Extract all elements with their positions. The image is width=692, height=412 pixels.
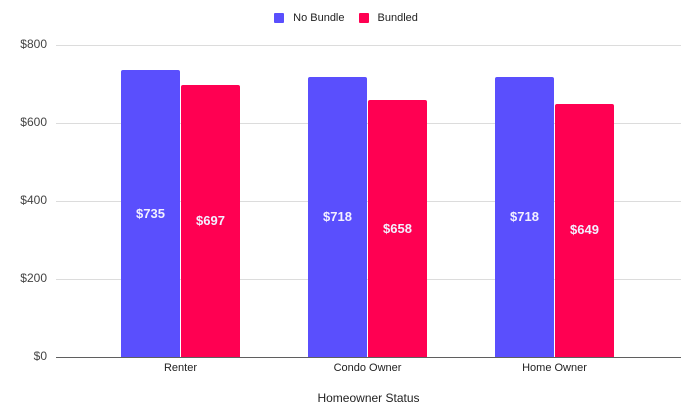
x-axis-title: Homeowner Status [317,391,420,405]
bar-value-label: $718 [510,208,539,224]
bar-bundled-home-owner[interactable]: $649 [555,103,614,357]
x-tick-label: Home Owner [522,362,587,374]
chart-legend: No Bundle Bundled [0,10,692,26]
x-tick-label: Condo Owner [333,362,402,374]
bar-value-label: $658 [383,220,412,236]
legend-swatch-bundled [358,13,369,23]
x-tick-label: Renter [163,362,198,374]
bar-no-bundle-home-owner[interactable]: $718 [495,76,554,357]
legend-swatch-no-bundle [274,13,285,23]
bar-value-label: $697 [196,213,225,229]
bar-value-label: $735 [136,205,165,221]
legend-item-bundled[interactable]: Bundled [358,12,418,24]
bar-bundled-condo-owner[interactable]: $658 [368,100,427,357]
y-tick-label: $400 [20,193,47,207]
legend-item-no-bundle[interactable]: No Bundle [274,12,345,24]
y-tick-label: $0 [33,349,47,363]
y-tick-label: $200 [20,271,47,285]
bar-no-bundle-renter[interactable]: $735 [121,70,180,357]
gridline [56,45,681,46]
y-tick-label: $800 [20,37,47,51]
legend-label: Bundled [377,12,418,24]
bar-bundled-renter[interactable]: $697 [181,85,240,357]
x-axis-baseline [56,357,681,358]
legend-label: No Bundle [293,12,345,24]
bar-value-label: $718 [323,208,352,224]
bar-no-bundle-condo-owner[interactable]: $718 [308,76,367,357]
y-tick-label: $600 [20,115,47,129]
bar-value-label: $649 [570,222,599,238]
